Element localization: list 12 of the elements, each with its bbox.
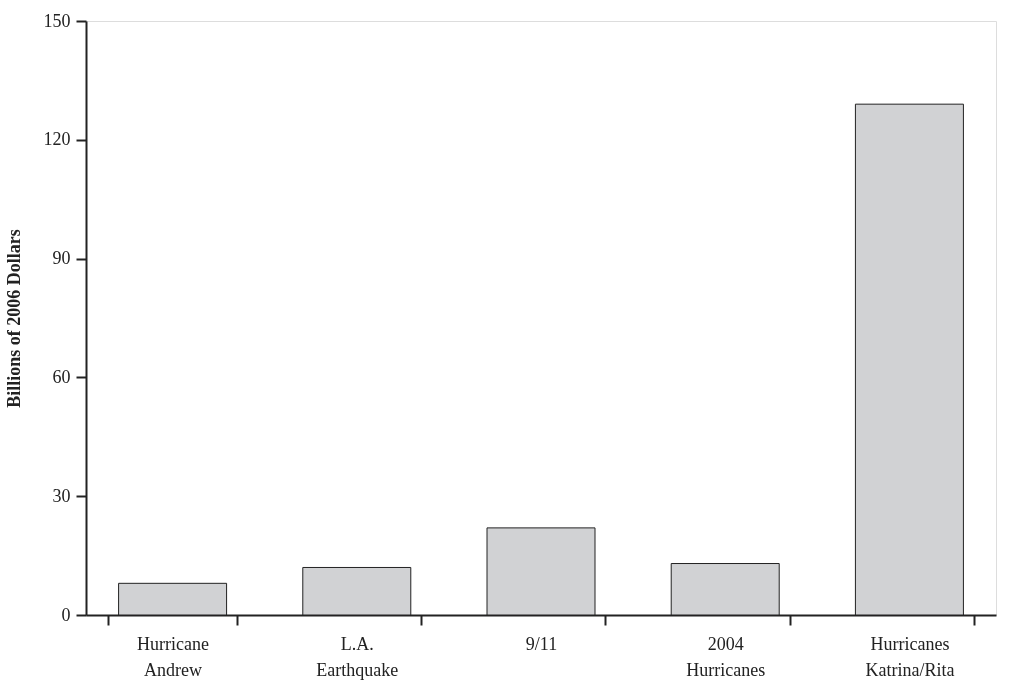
y-axis-title: Billions of 2006 Dollars — [3, 229, 24, 408]
y-tick-label: 30 — [52, 485, 71, 506]
y-tick-label: 120 — [43, 129, 71, 150]
x-tick-label: Hurricanes Katrina/Rita — [865, 633, 955, 680]
y-tick-label: 150 — [43, 10, 71, 31]
x-tick-label: Hurricane Andrew — [137, 633, 210, 680]
x-tick-label: L.A. Earthquake — [316, 633, 399, 680]
y-tick-label: 60 — [52, 366, 71, 387]
y-tick-label: 90 — [52, 248, 71, 269]
x-tick-label: 2004 Hurricanes — [686, 633, 766, 680]
x-tick-label: 9/11 — [525, 633, 558, 654]
y-tick-label: 0 — [61, 604, 71, 625]
